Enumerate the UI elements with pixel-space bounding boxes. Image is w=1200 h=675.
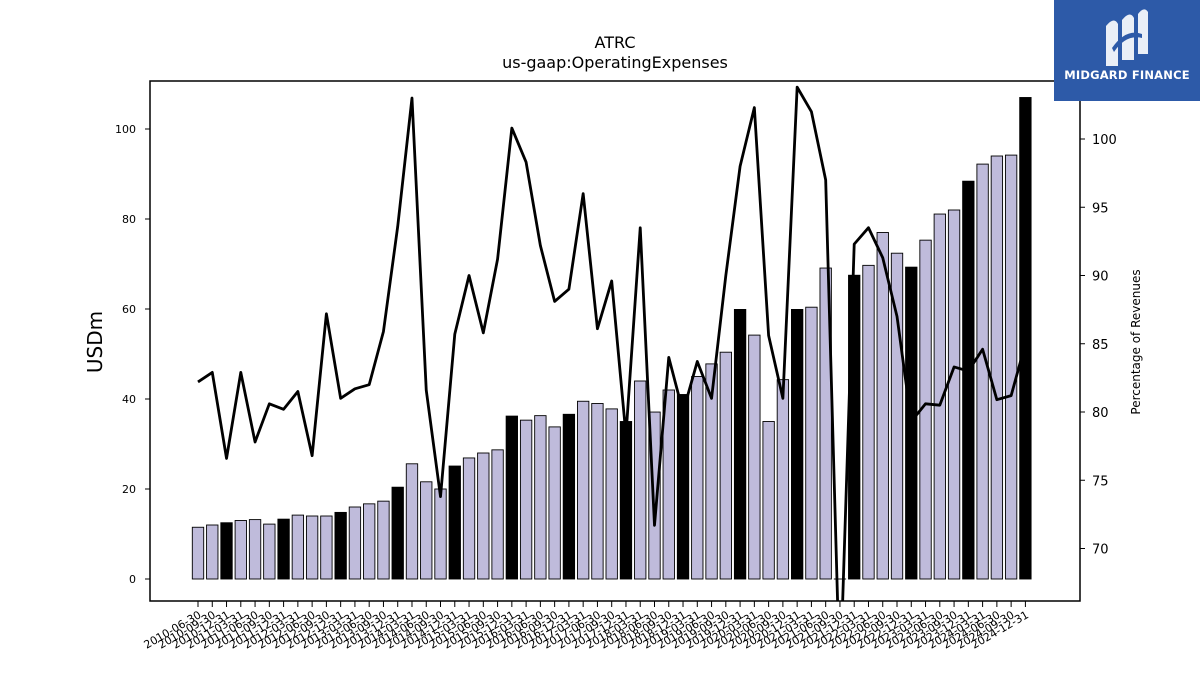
bar <box>962 180 975 580</box>
y2-tick-label: 85 <box>1092 338 1109 353</box>
bar <box>220 522 233 580</box>
bar <box>976 163 989 580</box>
bar <box>263 523 276 580</box>
bar <box>334 511 347 580</box>
y-tick-label: 80 <box>122 213 136 226</box>
bar <box>519 419 533 580</box>
y2-tick-label: 90 <box>1092 270 1109 285</box>
bar <box>591 403 604 580</box>
bar <box>634 380 647 580</box>
y-axis-label: USDm <box>83 311 107 373</box>
chart-subtitle: us-gaap:OperatingExpenses <box>502 53 728 72</box>
bar <box>505 415 518 580</box>
y2-tick-label: 75 <box>1092 474 1109 489</box>
bar <box>363 503 376 580</box>
bar <box>277 518 290 580</box>
y-tick-label: 100 <box>115 123 136 136</box>
y2-tick-label: 100 <box>1092 133 1117 148</box>
bar <box>206 524 219 580</box>
bar <box>1004 154 1018 580</box>
y-tick-label: 20 <box>122 483 136 496</box>
bar <box>662 389 675 580</box>
bar <box>691 376 704 580</box>
bar <box>420 481 433 580</box>
bar <box>947 209 961 580</box>
bar <box>933 213 946 580</box>
bar <box>320 515 333 580</box>
axes-group: 0204060801007075808590951002010-06-30201… <box>115 80 1117 652</box>
bar <box>491 449 504 580</box>
y2-tick-label: 70 <box>1092 543 1109 558</box>
bar <box>405 463 419 580</box>
y-tick-label: 40 <box>122 393 136 406</box>
bar <box>291 514 305 580</box>
plot-frame <box>149 80 1081 602</box>
bars-group <box>191 97 1032 580</box>
bar <box>477 452 490 580</box>
bar <box>305 515 319 580</box>
bar <box>805 306 818 580</box>
line-group <box>197 85 1027 601</box>
bar <box>191 526 205 580</box>
bar <box>534 415 547 580</box>
brand-logo: MIDGARD FINANCE <box>1054 0 1200 101</box>
bar <box>776 379 790 580</box>
bar <box>762 421 775 580</box>
bar <box>705 363 718 580</box>
midgard-m-logo-icon <box>1106 9 1148 67</box>
bar <box>676 394 690 580</box>
bar <box>876 232 889 580</box>
bar <box>605 408 618 580</box>
chart-title: ATRC <box>595 33 636 52</box>
bar <box>348 506 362 580</box>
percentage-line <box>197 85 1027 601</box>
bar <box>719 351 732 580</box>
bar <box>577 400 590 580</box>
bar <box>462 457 476 580</box>
y2-tick-label: 95 <box>1092 201 1109 216</box>
y-tick-label: 60 <box>122 303 136 316</box>
bar <box>377 500 390 580</box>
bar <box>990 155 1004 580</box>
bar <box>905 266 918 580</box>
brand-name: MIDGARD FINANCE <box>1064 68 1190 82</box>
bar <box>234 520 247 580</box>
bar <box>862 264 875 580</box>
bar <box>890 252 904 580</box>
bar <box>248 519 262 580</box>
bar <box>733 309 747 580</box>
y-tick-label: 0 <box>129 573 136 586</box>
bar <box>434 488 447 580</box>
bar <box>791 309 804 580</box>
y2-tick-label: 80 <box>1092 406 1109 421</box>
bar <box>562 413 576 580</box>
bar <box>748 334 761 580</box>
bar <box>391 486 404 580</box>
bar <box>848 274 861 580</box>
bar <box>619 421 633 580</box>
bar <box>448 465 461 580</box>
bar <box>648 411 661 580</box>
bar <box>548 426 561 580</box>
bar <box>1019 97 1032 580</box>
y2-axis-label: Percentage of Revenues <box>1129 269 1143 414</box>
